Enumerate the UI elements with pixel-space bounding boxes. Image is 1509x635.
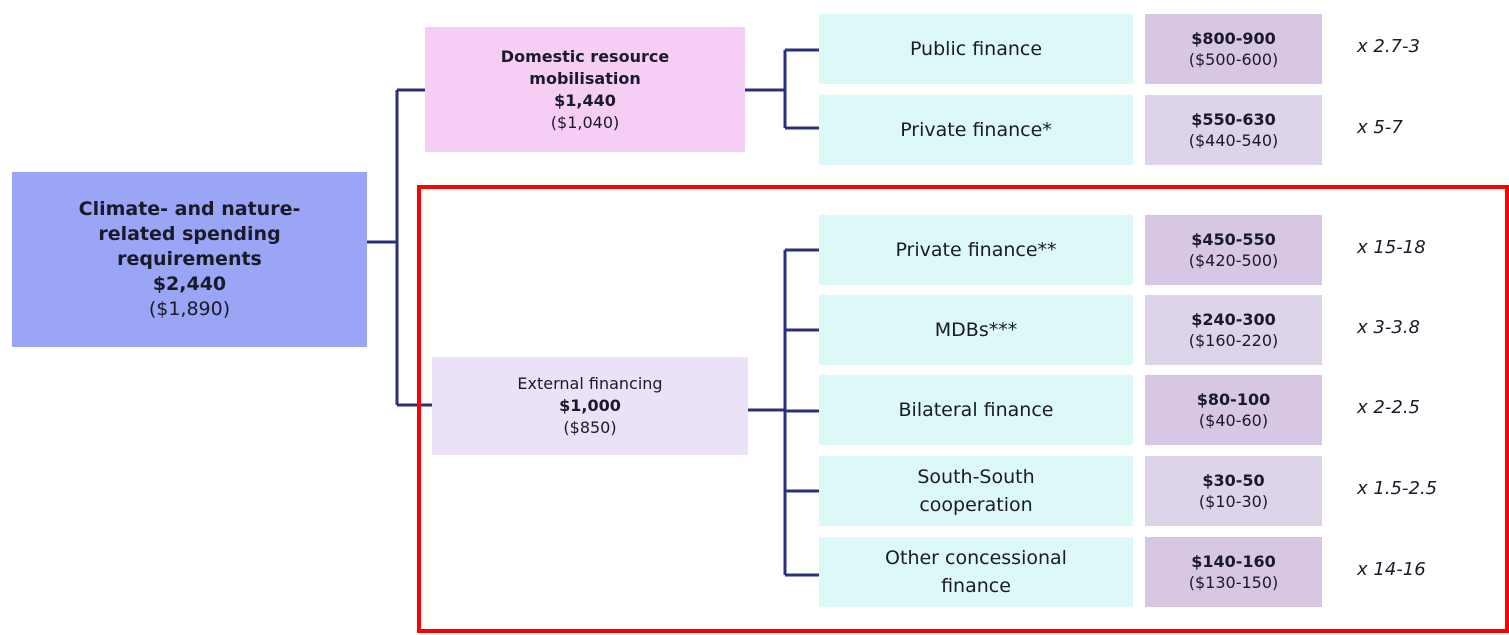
source-node: Private finance* <box>819 95 1133 165</box>
root-value: $2,440 <box>152 273 227 295</box>
multiplier: x 2-2.5 <box>1357 397 1420 418</box>
range-value: $800-900 <box>1191 29 1276 48</box>
source-label: Other concessional <box>885 547 1067 569</box>
range-value: $450-550 <box>1191 230 1276 249</box>
multiplier: x 2.7-3 <box>1357 36 1420 57</box>
source-label: Private finance* <box>900 119 1052 141</box>
root-previous: ($1,890) <box>148 298 231 320</box>
branch-node: External financing $1,000 ($850) <box>432 357 748 455</box>
range-previous: ($130-150) <box>1188 573 1279 592</box>
multiplier: x 14-16 <box>1357 559 1426 580</box>
source-range: $30-50 ($10-30) <box>1145 456 1322 526</box>
range-previous: ($160-220) <box>1188 331 1279 350</box>
range-previous: ($10-30) <box>1198 492 1269 511</box>
branch-label: mobilisation <box>529 68 641 88</box>
branch-node: Domestic resource mobilisation $1,440 ($1,0… <box>425 27 745 152</box>
branch-value: $1,440 <box>554 90 616 110</box>
source-label: MDBs*** <box>934 319 1018 341</box>
range-value: $550-630 <box>1191 110 1276 129</box>
source-label: Bilateral finance <box>898 399 1054 421</box>
root-node: Climate- and nature-related spending requ… <box>12 172 367 347</box>
range-previous: ($440-540) <box>1188 131 1279 150</box>
source-label: cooperation <box>919 494 1033 516</box>
source-range: $800-900 ($500-600) <box>1145 14 1322 84</box>
root-title: requirements <box>117 248 262 270</box>
source-node: South-South cooperation <box>819 456 1133 526</box>
source-label: Private finance** <box>895 239 1057 261</box>
range-value: $80-100 <box>1196 390 1271 409</box>
source-label: Public finance <box>909 38 1043 60</box>
multiplier: x 15-18 <box>1357 237 1426 258</box>
range-value: $30-50 <box>1202 471 1265 490</box>
range-previous: ($40-60) <box>1198 411 1269 430</box>
source-node: Private finance** <box>819 215 1133 285</box>
multiplier: x 5-7 <box>1357 117 1403 138</box>
source-label: South-South <box>917 466 1035 488</box>
source-node: Bilateral finance <box>819 375 1133 445</box>
root-connector <box>367 88 432 407</box>
source-node: Public finance <box>819 14 1133 84</box>
domestic-connector <box>745 48 819 130</box>
range-previous: ($500-600) <box>1188 50 1279 69</box>
root-title: related spending <box>98 223 281 245</box>
branch-label: External financing <box>517 374 663 393</box>
source-range: $450-550 ($420-500) <box>1145 215 1322 285</box>
range-value: $240-300 <box>1191 310 1276 329</box>
source-node: MDBs*** <box>819 295 1133 365</box>
highlight-frame <box>417 185 1509 633</box>
source-range: $140-160 ($130-150) <box>1145 537 1322 607</box>
multiplier: x 1.5-2.5 <box>1357 478 1438 499</box>
branch-label: Domestic resource <box>500 46 670 66</box>
source-range: $80-100 ($40-60) <box>1145 375 1322 445</box>
external-connector <box>748 248 819 577</box>
range-previous: ($420-500) <box>1188 251 1279 270</box>
root-title: Climate- and nature- <box>78 198 301 220</box>
branch-previous: ($850) <box>563 418 617 437</box>
source-label: finance <box>941 575 1011 597</box>
range-value: $140-160 <box>1191 552 1276 571</box>
source-node: Other concessional finance <box>819 537 1133 607</box>
branch-previous: ($1,040) <box>550 112 620 132</box>
source-range: $240-300 ($160-220) <box>1145 295 1322 365</box>
multiplier: x 3-3.8 <box>1357 317 1420 338</box>
source-range: $550-630 ($440-540) <box>1145 95 1322 165</box>
branch-value: $1,000 <box>559 396 621 415</box>
